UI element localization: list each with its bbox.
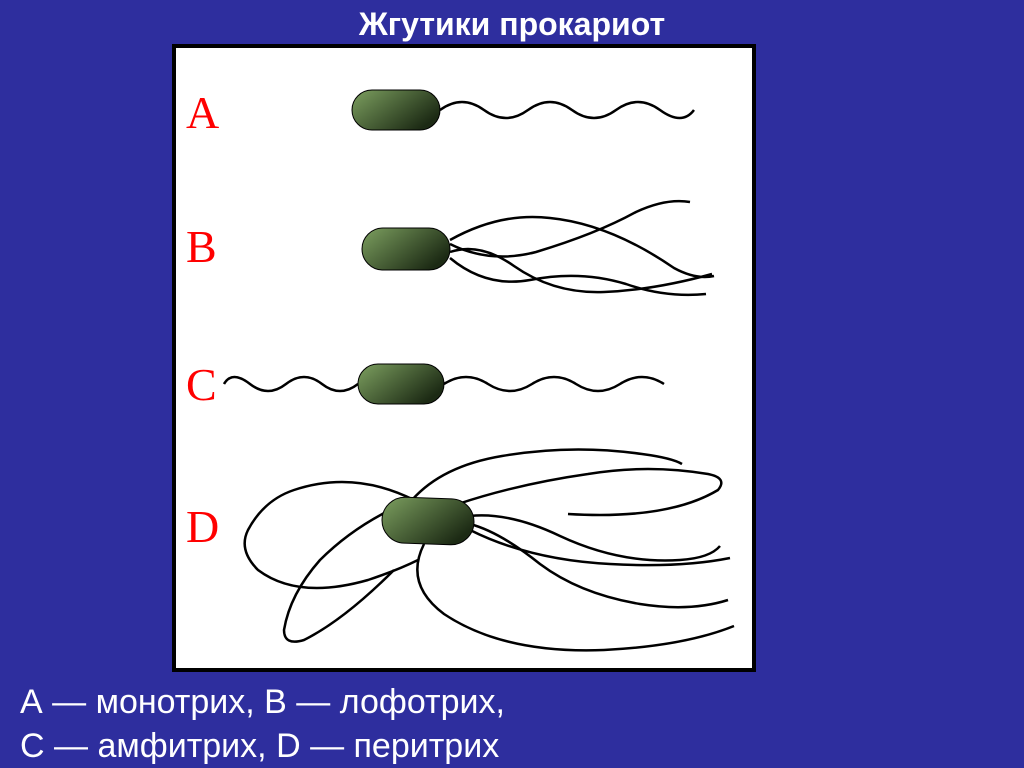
caption-text: А — монотрих, В — лофотрих,С — амфитрих,… [20,680,505,768]
row-label-b: B [186,220,217,273]
flagellum [458,469,721,515]
flagellum [444,377,664,391]
bacterium-cell-c [358,364,444,404]
flagellum [450,217,714,277]
row-label-a: A [186,86,219,139]
flagella-svg [176,48,752,668]
row-label-d: D [186,500,219,553]
page-title: Жгутики прокариот [0,0,1024,43]
flagellum [412,449,682,500]
flagellum [224,377,358,391]
bacterium-cell-b [362,228,450,270]
bacterium-cell-d [381,496,475,545]
flagellum [440,102,694,118]
diagram-panel [172,44,756,672]
flagellum [470,524,728,607]
flagellum [450,201,690,256]
row-label-c: C [186,358,217,411]
flagellum [470,515,720,560]
bacterium-cell-a [352,90,440,130]
